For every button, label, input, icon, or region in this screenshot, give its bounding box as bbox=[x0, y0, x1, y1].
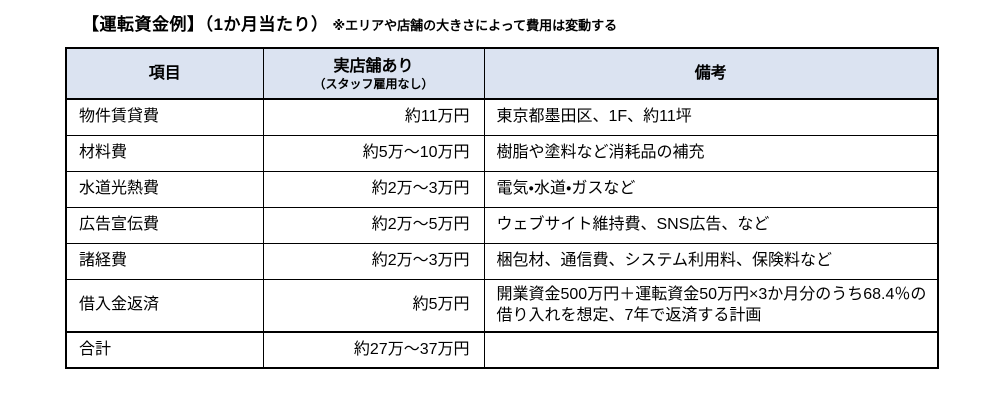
amount-cell: 約2万〜5万円 bbox=[262, 206, 485, 244]
operating-funds-table: 項目 実店舗あり （スタッフ雇用なし） 備考 物件賃貸費 約11万円 東京都墨田… bbox=[65, 47, 939, 369]
title-note: ※エリアや店舗の大きさによって費用は変動する bbox=[332, 18, 618, 33]
page-title: 【運転資金例】（1か月当たり） ※エリアや店舗の大きさによって費用は変動する bbox=[82, 10, 617, 35]
item-cell: 水道光熱費 bbox=[65, 170, 264, 208]
item-cell: 諸経費 bbox=[65, 242, 264, 280]
title-main: 【運転資金例】（1か月当たり） bbox=[82, 15, 329, 34]
amount-cell: 約11万円 bbox=[262, 98, 485, 136]
remarks-cell: 電気・水道・ガスなど bbox=[483, 170, 939, 208]
table-row: 合計 約27万〜37万円 bbox=[65, 330, 939, 369]
amount-cell: 約27万〜37万円 bbox=[262, 330, 485, 369]
header-store-label: 実店舗あり bbox=[333, 58, 414, 76]
header-remarks: 備考 bbox=[483, 47, 939, 100]
header-item: 項目 bbox=[65, 47, 264, 100]
item-cell: 借入金返済 bbox=[65, 278, 264, 333]
amount-cell: 約5万円 bbox=[262, 278, 485, 333]
table-row: 材料費 約5万〜10万円 樹脂や塗料など消耗品の補充 bbox=[65, 134, 939, 172]
remarks-cell: 樹脂や塗料など消耗品の補充 bbox=[483, 134, 939, 172]
table-body: 物件賃貸費 約11万円 東京都墨田区、1F、約11坪 材料費 約5万〜10万円 … bbox=[65, 98, 939, 369]
table-row: 借入金返済 約5万円 開業資金500万円＋運転資金50万円×3か月分のうち68.… bbox=[65, 278, 939, 333]
header-row: 項目 実店舗あり （スタッフ雇用なし） 備考 bbox=[65, 47, 939, 100]
remarks-cell: ウェブサイト維持費、SNS広告、など bbox=[483, 206, 939, 244]
amount-cell: 約5万〜10万円 bbox=[262, 134, 485, 172]
remarks-cell: 開業資金500万円＋運転資金50万円×3か月分のうち68.4％の借り入れを想定、… bbox=[483, 278, 939, 333]
item-cell: 広告宣伝費 bbox=[65, 206, 264, 244]
header-store: 実店舗あり （スタッフ雇用なし） bbox=[262, 47, 485, 100]
item-cell: 材料費 bbox=[65, 134, 264, 172]
remarks-cell bbox=[483, 330, 939, 369]
table-row: 諸経費 約2万〜3万円 梱包材、通信費、システム利用料、保険料など bbox=[65, 242, 939, 280]
remarks-cell: 東京都墨田区、1F、約11坪 bbox=[483, 98, 939, 136]
header-store-sub: （スタッフ雇用なし） bbox=[313, 76, 434, 91]
table-row: 水道光熱費 約2万〜3万円 電気・水道・ガスなど bbox=[65, 170, 939, 208]
item-cell: 物件賃貸費 bbox=[65, 98, 264, 136]
item-cell: 合計 bbox=[65, 330, 264, 369]
table-header: 項目 実店舗あり （スタッフ雇用なし） 備考 bbox=[65, 47, 939, 100]
table-row: 物件賃貸費 約11万円 東京都墨田区、1F、約11坪 bbox=[65, 98, 939, 136]
table-row: 広告宣伝費 約2万〜5万円 ウェブサイト維持費、SNS広告、など bbox=[65, 206, 939, 244]
amount-cell: 約2万〜3万円 bbox=[262, 170, 485, 208]
amount-cell: 約2万〜3万円 bbox=[262, 242, 485, 280]
remarks-cell: 梱包材、通信費、システム利用料、保険料など bbox=[483, 242, 939, 280]
